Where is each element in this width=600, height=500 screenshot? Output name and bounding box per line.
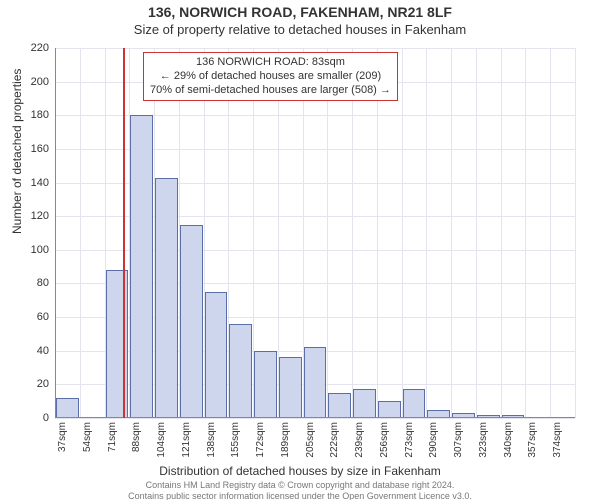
y-tick-label: 60 — [37, 311, 49, 323]
callout-line-2: ← 29% of detached houses are smaller (20… — [150, 70, 391, 84]
x-tick-label: 155sqm — [230, 422, 241, 458]
y-tick-label: 200 — [31, 76, 49, 88]
x-tick-label: 307sqm — [453, 422, 464, 458]
x-tick-label: 37sqm — [57, 422, 68, 452]
x-tick-label: 256sqm — [379, 422, 390, 458]
gridline-h — [55, 418, 575, 419]
histogram-bar — [155, 178, 178, 419]
chart-subtitle: Size of property relative to detached ho… — [0, 22, 600, 37]
callout-line-1: 136 NORWICH ROAD: 83sqm — [150, 56, 391, 70]
y-tick-label: 180 — [31, 109, 49, 121]
x-tick-label: 222sqm — [329, 422, 340, 458]
marker-callout: 136 NORWICH ROAD: 83sqm ← 29% of detache… — [143, 52, 398, 101]
gridline-v — [80, 48, 81, 418]
gridline-v — [575, 48, 576, 418]
gridline-v — [352, 48, 353, 418]
attribution-line-2: Contains public sector information licen… — [0, 491, 600, 500]
x-axis-line — [55, 417, 575, 418]
x-tick-label: 374sqm — [552, 422, 563, 458]
gridline-v — [402, 48, 403, 418]
histogram-bar — [353, 389, 376, 418]
histogram-bar — [106, 270, 129, 418]
gridline-v — [426, 48, 427, 418]
callout-line-3: 70% of semi-detached houses are larger (… — [150, 84, 391, 98]
histogram-bar — [328, 393, 351, 418]
gridline-v — [525, 48, 526, 418]
histogram-bar — [304, 347, 327, 418]
y-axis-line — [55, 48, 56, 418]
x-tick-label: 138sqm — [206, 422, 217, 458]
x-tick-label: 323sqm — [478, 422, 489, 458]
gridline-v — [377, 48, 378, 418]
attribution-line-1: Contains HM Land Registry data © Crown c… — [0, 480, 600, 491]
histogram-bar — [378, 401, 401, 418]
histogram-bar — [56, 398, 79, 418]
x-tick-label: 357sqm — [527, 422, 538, 458]
plot-area: 02040608010012014016018020022037sqm54sqm… — [55, 48, 575, 418]
histogram-bar — [254, 351, 277, 418]
chart-container: 136, NORWICH ROAD, FAKENHAM, NR21 8LF Si… — [0, 4, 600, 500]
x-axis-title: Distribution of detached houses by size … — [0, 464, 600, 478]
x-tick-label: 172sqm — [255, 422, 266, 458]
y-axis-title: Number of detached properties — [10, 69, 24, 234]
gridline-h — [55, 48, 575, 49]
x-tick-label: 104sqm — [156, 422, 167, 458]
x-tick-label: 189sqm — [280, 422, 291, 458]
x-tick-label: 239sqm — [354, 422, 365, 458]
y-tick-label: 80 — [37, 277, 49, 289]
histogram-bar — [403, 389, 426, 418]
x-tick-label: 54sqm — [82, 422, 93, 452]
gridline-v — [451, 48, 452, 418]
x-tick-label: 205sqm — [305, 422, 316, 458]
x-tick-label: 290sqm — [428, 422, 439, 458]
x-tick-label: 88sqm — [131, 422, 142, 452]
y-tick-label: 140 — [31, 177, 49, 189]
chart-title: 136, NORWICH ROAD, FAKENHAM, NR21 8LF — [0, 4, 600, 20]
histogram-bar — [279, 357, 302, 418]
attribution: Contains HM Land Registry data © Crown c… — [0, 480, 600, 500]
x-tick-label: 340sqm — [503, 422, 514, 458]
property-marker-line — [123, 48, 125, 418]
x-tick-label: 273sqm — [404, 422, 415, 458]
y-tick-label: 100 — [31, 244, 49, 256]
histogram-bar — [205, 292, 228, 418]
gridline-v — [327, 48, 328, 418]
y-tick-label: 0 — [43, 412, 49, 424]
histogram-bar — [229, 324, 252, 418]
gridline-v — [501, 48, 502, 418]
histogram-bar — [130, 115, 153, 418]
y-tick-label: 120 — [31, 210, 49, 222]
gridline-v — [550, 48, 551, 418]
y-tick-label: 220 — [31, 42, 49, 54]
x-tick-label: 121sqm — [181, 422, 192, 458]
histogram-bar — [180, 225, 203, 418]
y-tick-label: 40 — [37, 345, 49, 357]
y-tick-label: 20 — [37, 378, 49, 390]
gridline-v — [476, 48, 477, 418]
y-tick-label: 160 — [31, 143, 49, 155]
x-tick-label: 71sqm — [107, 422, 118, 452]
